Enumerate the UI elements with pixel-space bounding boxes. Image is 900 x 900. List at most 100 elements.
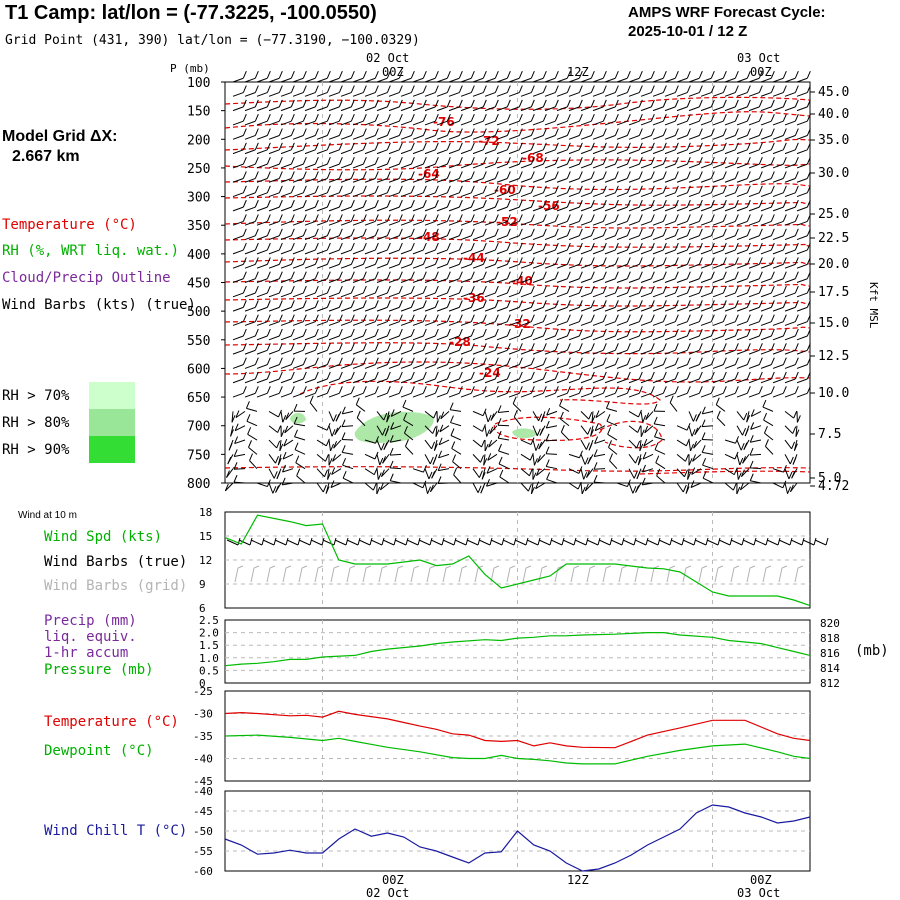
wind-barb-feather (314, 71, 319, 79)
wind-barb-feather (739, 457, 744, 466)
wind-barb-feather (602, 328, 607, 337)
wind-barb-feather (266, 214, 271, 222)
wind-barb-feather (734, 185, 739, 193)
wind-barb (484, 425, 488, 437)
wind-barb-feather (266, 185, 271, 193)
wind-barb-feather (242, 142, 247, 151)
wind-barb-feather (698, 214, 703, 222)
wind-barb-feather (530, 113, 535, 122)
wind-barb-feather (750, 409, 755, 417)
wind-barb (484, 192, 496, 198)
wind-barb-feather (626, 371, 631, 380)
wind-barb (364, 392, 376, 398)
wind-barb (268, 178, 280, 183)
wind-barb (412, 120, 424, 126)
wind-barb (231, 411, 234, 423)
wind-barb-feather (782, 113, 787, 122)
wind-barb (460, 235, 472, 241)
wind-barb (460, 163, 472, 169)
wind-barb-feather (590, 314, 595, 322)
wind-barb-feather (542, 142, 547, 151)
wind-ytick-2: 12 (199, 554, 212, 567)
wind-barb (545, 439, 558, 442)
wind-barb-feather (542, 171, 547, 179)
wind-barb (484, 392, 496, 398)
wind-barb-feather (743, 412, 748, 421)
wind-barb-feather (377, 472, 382, 480)
wind-barb (560, 431, 570, 441)
wind-barb (256, 249, 268, 255)
wind-barb-feather (326, 171, 331, 179)
wind-barb-feather (410, 300, 415, 308)
wind-barb (628, 468, 635, 479)
wind-barb-feather (350, 257, 355, 265)
wind-barb-feather (254, 242, 259, 251)
wind-barb (508, 178, 520, 183)
wind-barb (388, 206, 400, 212)
wind-barb-feather (486, 479, 490, 487)
wind-barb-feather (638, 271, 643, 279)
wind-barb (268, 120, 280, 126)
wind-barb-feather (302, 128, 307, 136)
wind-barb-feather (650, 285, 655, 294)
wind-barb-feather (746, 371, 751, 380)
wind-barb-feather (806, 271, 811, 279)
wind-barb (568, 249, 580, 255)
wind-barb (688, 120, 700, 126)
wind-barb-feather (770, 386, 775, 394)
wind-barb-feather (290, 343, 295, 351)
wind-barb-feather (326, 257, 331, 265)
true-barb (274, 539, 287, 546)
wind-barb-feather (674, 99, 679, 108)
wind-barb-feather (494, 371, 499, 380)
temperature-contour-label: -32 (509, 317, 531, 331)
wind-barb (412, 278, 424, 283)
wind-barb-feather (686, 300, 691, 308)
wind-barb (544, 135, 556, 140)
wind-barb-feather (542, 242, 547, 251)
wind-barb (628, 220, 640, 226)
wind-barb (736, 192, 748, 198)
wind-barb-feather (233, 462, 238, 470)
wind-barb-feather (746, 357, 751, 365)
wind-barb (256, 278, 268, 283)
wind-barb (604, 206, 616, 212)
wind-barb (484, 77, 496, 83)
wind-barb (556, 249, 568, 255)
wind-barb (247, 433, 258, 441)
wind-barb (688, 92, 700, 97)
wind-barb (364, 235, 376, 241)
wind-barb (724, 292, 736, 298)
wind-barb (628, 135, 640, 140)
wind-barb (748, 378, 760, 384)
wind-barb-feather (341, 432, 346, 440)
wind-barb (234, 453, 246, 457)
wind-barb-feather (770, 357, 775, 365)
wind-barb (688, 77, 700, 83)
wind-barb (796, 178, 808, 183)
true-barb-feather (801, 537, 805, 546)
wind-barb-feather (350, 357, 355, 365)
wind-barb-feather (608, 440, 612, 448)
wind-barb (760, 192, 772, 198)
wind-barb (544, 349, 556, 355)
wind-barb-feather (782, 271, 787, 279)
rh-swatch-80 (89, 409, 135, 436)
wind-barb-feather (458, 71, 463, 79)
wind-barb-feather (446, 128, 451, 136)
wind-barb-feather (290, 314, 295, 322)
wind-barb (328, 149, 340, 155)
wind-barb-feather (640, 429, 645, 437)
wind-barb (700, 77, 712, 83)
grid-barb (234, 567, 239, 583)
wind-barb (232, 220, 244, 226)
wind-barb-feather (290, 199, 295, 208)
wind-barb (352, 306, 364, 312)
wind-barb-feather (242, 156, 247, 165)
wind-barb-feather (458, 257, 463, 265)
grid-barb (730, 567, 735, 583)
wind-barb-feather (302, 300, 307, 308)
wind-barb-feather (638, 156, 643, 165)
wind-barb (712, 220, 724, 226)
temperature-contour-15 (493, 416, 603, 441)
